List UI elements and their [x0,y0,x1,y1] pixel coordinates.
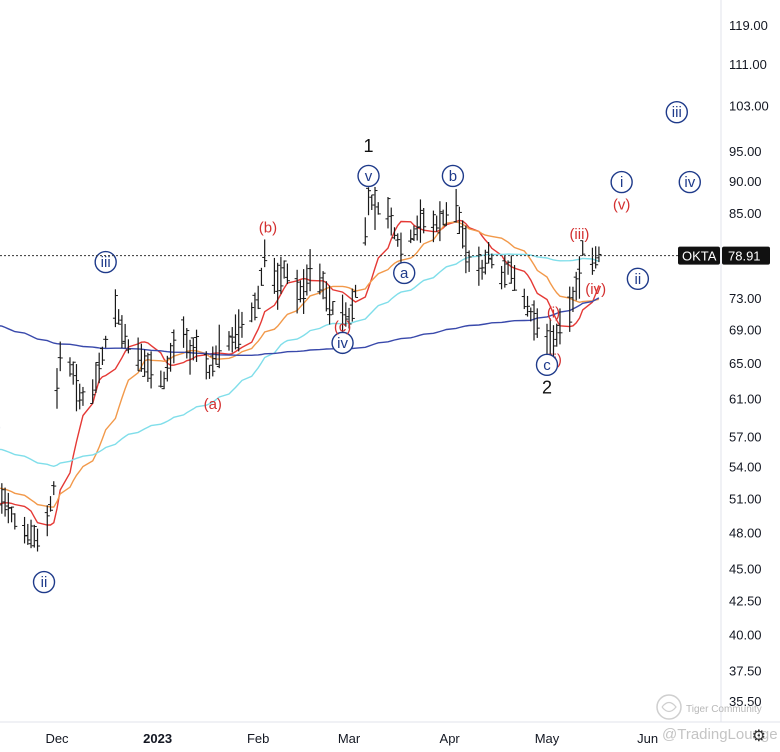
watermark-primary: @TradingLounge [662,726,778,743]
y-tick-label: 57.00 [729,429,762,444]
wave-label-circled: b [441,164,465,188]
wave-degree-label: 1 [364,136,374,156]
wave-label-circled: iv [678,170,701,194]
y-tick-label: 61.00 [729,391,762,406]
svg-text:a: a [400,265,409,282]
price-tag: OKTA 78.91 [678,246,770,265]
wave-label-sub: (a) [204,396,222,413]
price-tag-bg [722,246,770,265]
wave-labels: iiiiii(a)(b)iv(c)1vab(iii)(i)(iv)(ii)c2i… [0,100,701,594]
symbol-tag-bg [678,246,720,265]
svg-text:i: i [620,174,623,191]
x-tick-label: May [535,731,560,746]
wave-label-circled: iii [94,250,117,274]
y-tick-label: 45.00 [729,561,762,576]
svg-text:v: v [365,168,373,185]
wave-label-circled: ii [626,267,650,291]
y-tick-label: 103.00 [729,99,769,114]
symbol-tag: OKTA [682,249,717,264]
moving-averages [0,219,600,526]
svg-text:iii: iii [101,254,111,271]
wave-label-sub: (v) [613,196,631,213]
x-tick-label: Apr [440,731,461,746]
price-axis[interactable]: 119.00111.00103.0095.0090.0085.0079.0073… [720,0,769,722]
tradinglounge-watermark: Tiger Community @TradingLounge [656,694,778,743]
wave-label-circled: ii [32,570,56,594]
wave-label-sub: (i) [547,304,560,321]
wave-label-circled: a [393,261,416,285]
price-tag-value: 78.91 [728,249,761,264]
svg-text:iv: iv [337,335,348,352]
wave-label-circled: v [357,164,380,188]
y-tick-label: 69.00 [729,323,762,338]
time-axis[interactable]: Dec 2023 Feb Mar Apr May Jun [0,721,780,746]
x-tick-label: 2023 [143,731,172,746]
settings-gear-icon[interactable]: ⚙ [751,728,766,745]
y-tick-label: 119.00 [729,18,768,33]
svg-text:c: c [543,357,551,374]
wave-label-sub: (b) [259,219,277,236]
y-tick-label: 95.00 [729,144,762,159]
y-tick-label: 37.50 [729,663,762,678]
x-tick-label: Jun [637,731,658,746]
wave-degree-label: 2 [542,378,552,398]
x-tick-label: Dec [45,731,69,746]
wave-label-circled: iv [331,331,354,355]
y-tick-label: 48.00 [729,525,762,540]
wave-label-circled: iii [665,100,689,124]
y-tick-label: 35.50 [729,694,762,709]
watermark-secondary: Tiger Community [686,704,762,715]
y-tick-label: 85.00 [729,206,762,221]
y-tick-label: 40.00 [729,627,762,642]
wave-label-circled: c [535,353,559,377]
wave-label-circled: i [610,170,633,194]
ma-blue-line [0,297,600,356]
wave-label-sub: (c) [334,319,352,336]
ma-cyan-line [0,253,600,468]
svg-text:ii: ii [635,271,642,288]
y-tick-label: 42.50 [729,593,762,608]
y-tick-label: 73.00 [729,291,762,306]
price-bars [0,186,602,552]
svg-text:ii: ii [41,574,48,591]
ma-red-line [0,219,600,526]
wave-label-sub: (iii) [569,226,589,243]
wave-label-sub: (iv) [585,281,606,298]
x-tick-label: Mar [338,731,361,746]
y-tick-label: 54.00 [729,460,762,475]
svg-text:b: b [449,168,457,185]
x-tick-label: Feb [247,731,269,746]
y-tick-label: 51.00 [729,492,762,507]
svg-text:iv: iv [684,174,695,191]
y-tick-label: 90.00 [729,174,762,189]
y-tick-label: 111.00 [729,57,767,72]
svg-text:iii: iii [672,104,682,121]
y-tick-label: 65.00 [729,356,762,371]
